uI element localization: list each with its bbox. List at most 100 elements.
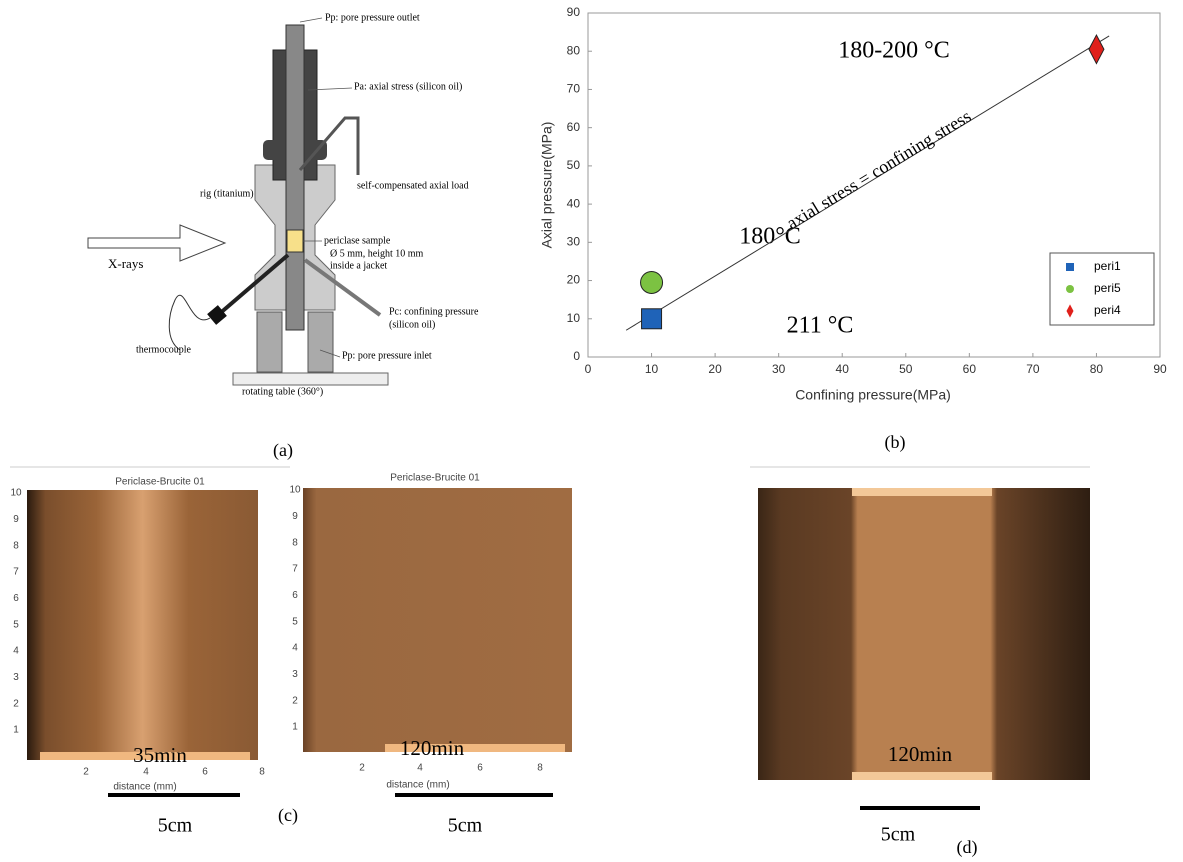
image-y-tick: 6 bbox=[292, 590, 298, 601]
image-y-tick: 8 bbox=[13, 540, 19, 551]
image-y-tick: 2 bbox=[13, 698, 19, 709]
time-label: 120min bbox=[888, 742, 953, 766]
image-x-tick: 6 bbox=[202, 767, 208, 778]
image-x-tick: 2 bbox=[83, 767, 89, 778]
legend-label: peri4 bbox=[1094, 303, 1121, 317]
legend-label: peri5 bbox=[1094, 281, 1121, 295]
image-y-tick: 10 bbox=[10, 488, 22, 499]
x-tick-label: 70 bbox=[1026, 362, 1040, 376]
page: Pp: pore pressure outlet Pa: axial stres… bbox=[0, 0, 1183, 862]
x-tick-label: 0 bbox=[585, 362, 592, 376]
ct-image-edge bbox=[852, 772, 992, 780]
caption: (b) bbox=[885, 432, 906, 453]
y-tick-label: 90 bbox=[567, 5, 581, 19]
sample bbox=[287, 230, 303, 252]
x-tick-label: 60 bbox=[963, 362, 977, 376]
image-x-tick: 8 bbox=[537, 763, 543, 774]
ct-image-edge bbox=[852, 488, 992, 496]
image-x-label: distance (mm) bbox=[386, 780, 449, 791]
image-x-tick: 2 bbox=[359, 763, 365, 774]
image-panel-d: 120min 5cm (d) bbox=[750, 467, 1090, 858]
y-tick-label: 70 bbox=[567, 82, 581, 96]
x-tick-label: 30 bbox=[772, 362, 786, 376]
image-title: Periclase-Brucite 01 bbox=[115, 477, 205, 488]
image-y-tick: 2 bbox=[292, 695, 298, 706]
annotation: 180-200 °C bbox=[838, 38, 950, 64]
scale-label: 5cm bbox=[448, 815, 483, 837]
image-y-tick: 10 bbox=[289, 485, 301, 496]
image-y-tick: 4 bbox=[292, 643, 298, 654]
x-tick-label: 10 bbox=[645, 362, 659, 376]
label: X-rays bbox=[108, 256, 143, 271]
label: Pa: axial stress (silicon oil) bbox=[354, 81, 462, 92]
ct-image bbox=[303, 488, 572, 752]
legend-swatch bbox=[1066, 285, 1074, 293]
image-title: Periclase-Brucite 01 bbox=[390, 473, 480, 484]
label: Pp: pore pressure inlet bbox=[342, 350, 432, 361]
scale-label: 5cm bbox=[881, 824, 916, 846]
time-label: 120min bbox=[400, 736, 465, 760]
image-y-tick: 3 bbox=[292, 669, 298, 680]
rig-leg bbox=[257, 312, 282, 372]
x-tick-label: 40 bbox=[836, 362, 850, 376]
image-y-tick: 7 bbox=[292, 564, 298, 575]
label: self-compensated axial load bbox=[357, 180, 469, 191]
label: thermocouple bbox=[136, 344, 192, 355]
chart: Confining pressure(MPa) Axial pressure(M… bbox=[539, 5, 1167, 453]
image-y-tick: 1 bbox=[292, 722, 298, 733]
image-y-tick: 5 bbox=[13, 619, 19, 630]
ct-image bbox=[27, 490, 258, 760]
annotation: 211 °C bbox=[787, 313, 854, 339]
y-tick-label: 20 bbox=[567, 273, 581, 287]
y-tick-label: 0 bbox=[573, 349, 580, 363]
y-tick-label: 80 bbox=[567, 43, 581, 57]
image-x-tick: 6 bbox=[477, 763, 483, 774]
image-y-tick: 7 bbox=[13, 567, 19, 578]
image-y-tick: 5 bbox=[292, 616, 298, 627]
image-y-tick: 9 bbox=[13, 514, 19, 525]
legend-swatch bbox=[1066, 263, 1074, 271]
rig-leg bbox=[308, 312, 333, 372]
rig-diagram: Pp: pore pressure outlet Pa: axial stres… bbox=[88, 12, 479, 461]
caption: (c) bbox=[278, 805, 298, 826]
image-y-tick: 6 bbox=[13, 593, 19, 604]
figure: Pp: pore pressure outlet Pa: axial stres… bbox=[0, 0, 1183, 862]
image-x-tick: 8 bbox=[259, 767, 265, 778]
thermocouple-wire bbox=[169, 295, 210, 350]
label: Pp: pore pressure outlet bbox=[325, 12, 420, 23]
caption: (a) bbox=[273, 440, 293, 461]
x-tick-label: 90 bbox=[1153, 362, 1167, 376]
image-x-label: distance (mm) bbox=[113, 782, 176, 793]
label: (silicon oil) bbox=[389, 319, 435, 330]
legend-label: peri1 bbox=[1094, 259, 1121, 273]
ct-image bbox=[758, 488, 1090, 780]
time-label: 35min bbox=[133, 743, 187, 767]
label: periclase sample bbox=[324, 235, 391, 246]
y-tick-label: 60 bbox=[567, 120, 581, 134]
marker bbox=[642, 309, 662, 329]
image-x-tick: 4 bbox=[417, 763, 423, 774]
label: Pc: confining pressure bbox=[389, 306, 479, 317]
y-tick-label: 50 bbox=[567, 158, 581, 172]
label: Ø 5 mm, height 10 mm bbox=[330, 248, 424, 259]
caption: (d) bbox=[957, 837, 978, 858]
image-y-tick: 8 bbox=[292, 537, 298, 548]
rotating-table bbox=[233, 373, 388, 385]
y-tick-label: 30 bbox=[567, 235, 581, 249]
scale-label: 5cm bbox=[158, 815, 193, 837]
x-tick-label: 20 bbox=[708, 362, 722, 376]
label: rig (titanium) bbox=[200, 188, 254, 199]
piston bbox=[286, 25, 304, 330]
x-tick-label: 50 bbox=[899, 362, 913, 376]
x-axis-title: Confining pressure(MPa) bbox=[795, 387, 951, 403]
y-tick-label: 10 bbox=[567, 311, 581, 325]
y-tick-label: 40 bbox=[567, 196, 581, 210]
image-x-tick: 4 bbox=[143, 767, 149, 778]
label: inside a jacket bbox=[330, 260, 387, 271]
image-panel-c: (c) bbox=[10, 467, 572, 826]
label: rotating table (360°) bbox=[242, 386, 323, 397]
image-y-tick: 4 bbox=[13, 646, 19, 657]
image-y-tick: 3 bbox=[13, 672, 19, 683]
y-axis-title: Axial pressure(MPa) bbox=[539, 122, 555, 249]
image-y-tick: 9 bbox=[292, 511, 298, 522]
